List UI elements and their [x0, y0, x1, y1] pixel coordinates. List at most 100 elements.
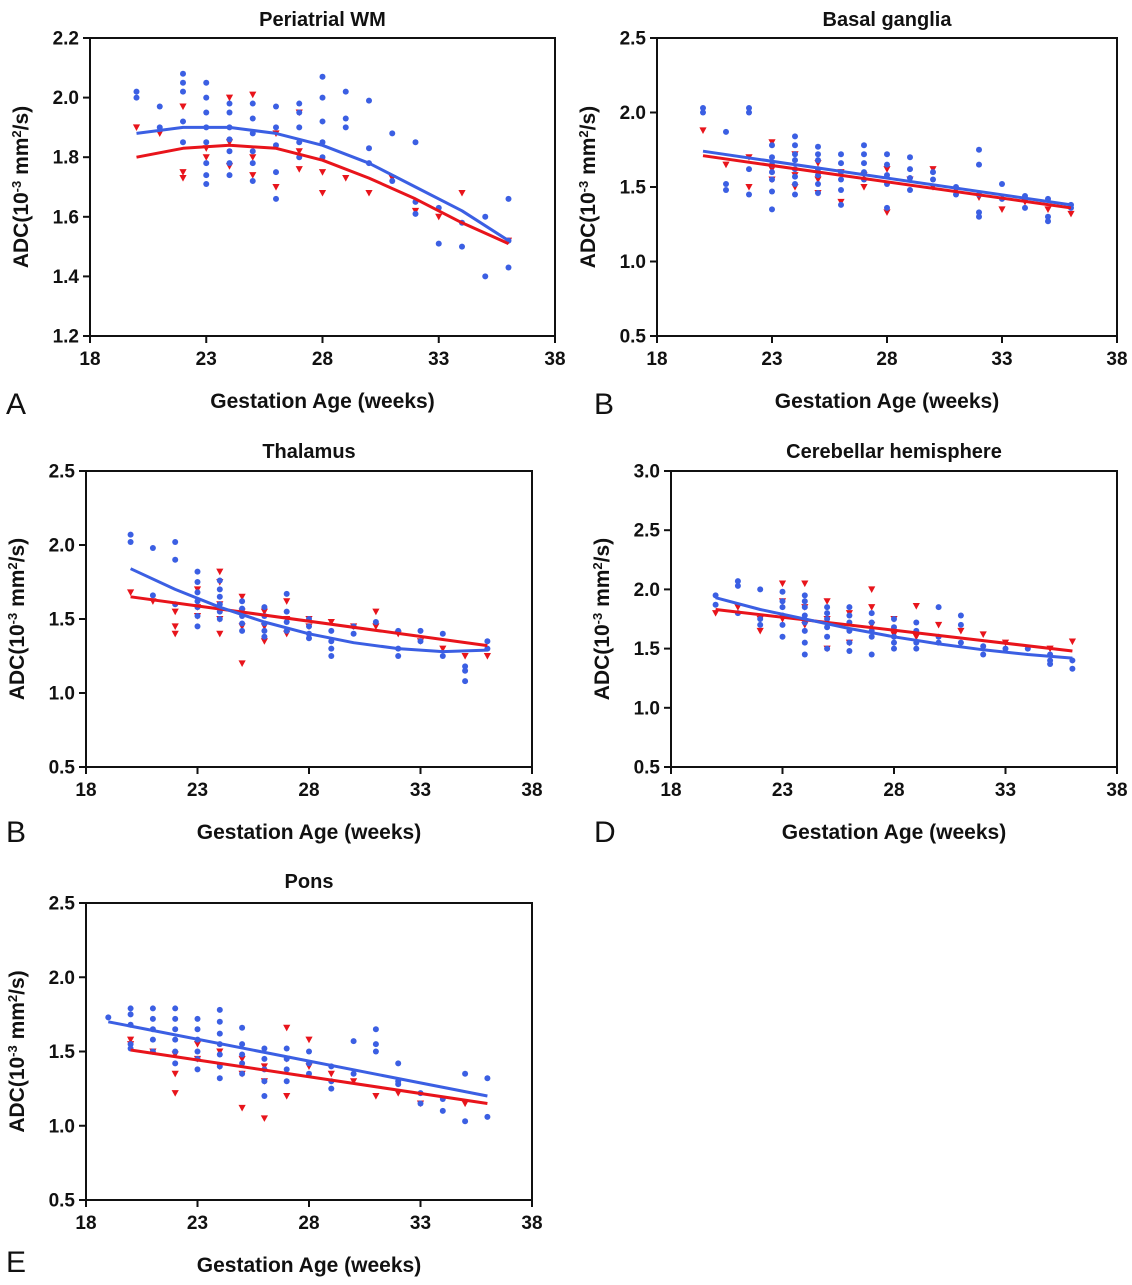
panel-3: Cerebellar hemisphere 0.5 1.0 1.5 2.0 2.5 3.0 1… [590, 441, 1128, 849]
y-tick-label: 0.5 [49, 1191, 76, 1212]
panel-label: D [594, 816, 616, 849]
data-point-circle [342, 115, 349, 122]
y-tick-label: 1.4 [53, 267, 80, 288]
x-tick-label: 38 [1106, 780, 1127, 801]
data-point-circle [239, 598, 246, 605]
data-point-circle [306, 1048, 312, 1055]
data-point-triangle [998, 206, 1006, 213]
data-point-circle [328, 1085, 335, 1092]
y-tick-label: 1.6 [53, 207, 79, 228]
fit-line-circle [108, 1020, 488, 1098]
data-point-circle [216, 586, 223, 593]
data-point-circle [439, 630, 446, 637]
data-point-circle [769, 176, 775, 183]
panel-2: Thalamus 0.5 1.0 1.5 2.0 2.5 18 23 28 33 38 Gestati… [5, 441, 543, 849]
data-point-circle [249, 178, 256, 185]
y-axis-label-superscript: -3 [5, 1045, 20, 1057]
data-point-triangle [935, 621, 943, 629]
data-point-circle [296, 124, 303, 131]
data-point-triangle [372, 608, 380, 616]
data-point-circle [417, 1100, 424, 1107]
data-point-triangle [179, 103, 187, 111]
data-point-circle [180, 79, 186, 86]
data-point-circle [801, 604, 808, 611]
data-point-triangle [132, 124, 141, 131]
data-point-triangle [979, 631, 987, 638]
series-circle [105, 1005, 491, 1125]
x-tick-label: 28 [883, 780, 904, 801]
data-point-circle [127, 1005, 134, 1012]
chart-title: Thalamus [262, 441, 355, 463]
x-tick-label: 33 [410, 780, 431, 801]
data-point-circle [149, 544, 156, 551]
x-axis-label: Gestation Age (weeks) [775, 390, 999, 413]
data-point-circle [239, 1041, 246, 1048]
data-point-circle [792, 157, 798, 164]
data-point-circle [366, 145, 372, 152]
data-point-circle [133, 88, 140, 95]
series-triangle [132, 91, 513, 245]
x-tick-label: 33 [410, 1213, 431, 1234]
data-point-circle [815, 151, 821, 158]
data-point-circle [484, 1113, 491, 1120]
data-point-triangle [756, 627, 764, 635]
data-point-circle [203, 160, 210, 167]
data-point-circle [283, 618, 290, 625]
data-point-circle [372, 618, 379, 625]
data-point-circle [868, 651, 875, 658]
data-point-triangle [225, 94, 234, 102]
data-point-circle [505, 195, 512, 202]
y-tick-label: 1.5 [620, 178, 647, 199]
data-point-circle [957, 639, 964, 646]
x-tick-label: 38 [1106, 349, 1127, 370]
y-axis-label-part: /s) [591, 538, 614, 563]
data-point-circle [976, 209, 982, 216]
data-point-circle [261, 1078, 268, 1085]
data-point-circle [149, 1005, 156, 1012]
data-point-circle [976, 213, 982, 220]
data-point-circle [389, 178, 396, 185]
data-point-circle [395, 653, 402, 659]
y-axis-label-part: mm [577, 138, 600, 181]
data-point-triangle [458, 189, 466, 197]
data-point-circle [216, 1006, 223, 1013]
chart-title: Periatrial WM [259, 9, 386, 31]
x-tick-label: 23 [187, 1213, 208, 1234]
data-point-circle [350, 630, 357, 637]
data-point-circle [239, 1070, 246, 1077]
x-tick-label: 23 [196, 349, 217, 370]
data-point-triangle [745, 184, 753, 191]
data-point-circle [342, 124, 349, 131]
x-tick-label: 28 [298, 780, 319, 801]
data-point-circle [350, 1070, 357, 1077]
data-point-circle [1045, 213, 1051, 220]
data-point-circle [792, 191, 798, 198]
data-point-circle [801, 598, 808, 605]
x-axis-label: Gestation Age (weeks) [210, 390, 434, 413]
y-tick-label: 1.0 [634, 698, 660, 719]
panel-label: E [6, 1246, 26, 1279]
data-point-circle [149, 1015, 156, 1022]
x-tick-label: 18 [646, 349, 667, 370]
y-axis-label-superscript: -3 [576, 181, 591, 193]
data-point-circle [462, 678, 469, 685]
data-point-circle [216, 593, 223, 600]
data-point-circle [226, 160, 233, 167]
data-point-triangle [461, 653, 469, 660]
data-point-circle [792, 173, 798, 180]
data-point-circle [846, 612, 853, 619]
data-point-circle [779, 604, 786, 611]
data-point-circle [824, 604, 831, 611]
chart-title: Basal ganglia [823, 9, 953, 31]
data-point-circle [226, 148, 233, 155]
data-point-circle [216, 1075, 223, 1082]
data-point-circle [261, 627, 268, 634]
data-point-circle [779, 588, 786, 595]
data-point-triangle [461, 1100, 469, 1108]
data-point-circle [216, 577, 223, 584]
data-point-circle [328, 645, 335, 652]
data-point-triangle [283, 1093, 291, 1100]
data-point-circle [194, 579, 201, 585]
data-point-triangle [238, 593, 246, 601]
data-point-triangle [327, 618, 335, 626]
